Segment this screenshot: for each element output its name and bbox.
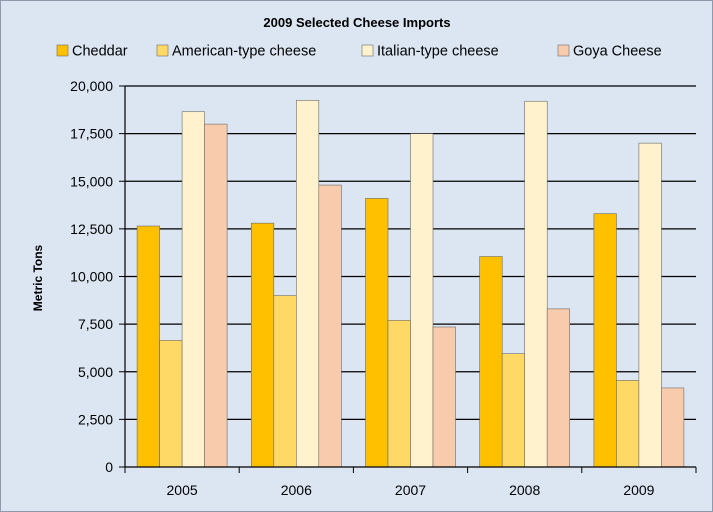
- y-tick-label: 0: [105, 459, 113, 475]
- bar-italian-type-cheese-2007: [410, 133, 434, 468]
- bar-american-type-cheese-2006: [273, 295, 297, 468]
- bar-goya-cheese-2009: [661, 387, 685, 468]
- bar-cheddar-2005: [136, 225, 160, 468]
- bar-goya-cheese-2007: [432, 326, 456, 468]
- x-tick-label: 2007: [395, 482, 426, 498]
- x-tick-label: 2009: [623, 482, 654, 498]
- bar-italian-type-cheese-2009: [638, 142, 662, 468]
- y-tick-label: 2,500: [78, 411, 113, 427]
- y-tick-label: 5,000: [78, 364, 113, 380]
- bar-cheddar-2009: [593, 213, 617, 468]
- bar-american-type-cheese-2008: [501, 353, 526, 468]
- y-tick-label: 10,000: [70, 269, 113, 285]
- legend-label: Italian-type cheese: [377, 44, 499, 60]
- legend-label: American-type cheese: [172, 44, 316, 60]
- legend-swatch: [361, 44, 374, 57]
- y-tick-label: 15,000: [70, 173, 113, 189]
- bar-cheddar-2006: [251, 222, 275, 468]
- bar-italian-type-cheese-2008: [524, 100, 548, 468]
- bar-italian-type-cheese-2006: [295, 99, 320, 468]
- legend-swatch: [156, 44, 169, 57]
- y-tick-labels: 0 2,500 5,000 7,500 10,000 12,500 15,000 17,500…: [70, 78, 113, 475]
- bar-american-type-cheese-2007: [387, 320, 411, 468]
- bars: [136, 99, 685, 468]
- y-tick-label: 20,000: [70, 78, 113, 94]
- x-tick-labels: 2005 2006 2007 2008 2009: [167, 482, 655, 498]
- bar-italian-type-cheese-2005: [181, 111, 205, 468]
- y-tick-label: 7,500: [78, 316, 113, 332]
- bar-goya-cheese-2008: [546, 308, 571, 468]
- bar-american-type-cheese-2009: [616, 380, 640, 468]
- x-tick-label: 2008: [509, 482, 540, 498]
- axes: [119, 85, 697, 473]
- bar-cheddar-2007: [365, 198, 389, 468]
- bar-goya-cheese-2005: [204, 123, 228, 468]
- bar-cheddar-2008: [479, 256, 503, 468]
- legend-swatch: [56, 44, 69, 57]
- y-axis-label: Metric Tons: [31, 244, 45, 311]
- bar-american-type-cheese-2005: [159, 340, 183, 468]
- bar-goya-cheese-2006: [318, 184, 342, 468]
- y-tick-label: 17,500: [70, 126, 113, 142]
- y-tick-label: 12,500: [70, 221, 113, 237]
- legend-label: Goya Cheese: [573, 44, 662, 60]
- x-tick-label: 2006: [281, 482, 312, 498]
- x-tick-label: 2005: [167, 482, 198, 498]
- legend: Cheddar American-type cheese Italian-type …: [56, 44, 662, 60]
- legend-swatch: [557, 44, 570, 57]
- chart-title: 2009 Selected Cheese Imports: [263, 15, 450, 30]
- legend-label: Cheddar: [72, 44, 128, 60]
